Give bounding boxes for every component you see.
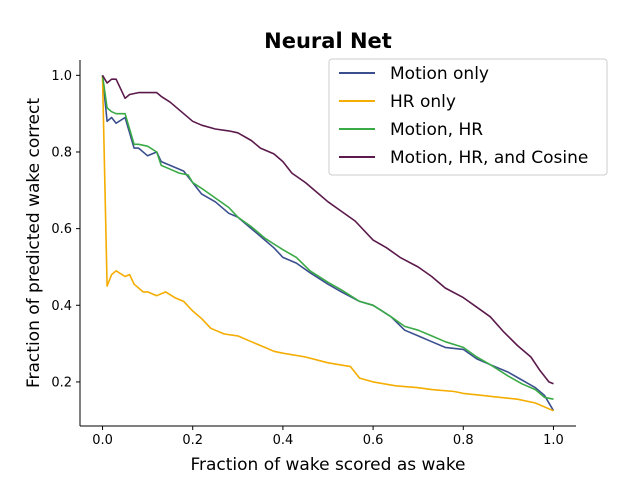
- series-line-4: [101, 74, 554, 385]
- x-tick-label: 0.2: [182, 433, 203, 448]
- series-line-2: [101, 75, 554, 412]
- series-line-3: [101, 75, 554, 400]
- series-line-1: [101, 75, 555, 412]
- legend-label-2: HR only: [390, 92, 456, 112]
- y-tick-label: 0.6: [51, 222, 72, 237]
- legend-label-4: Motion, HR, and Cosine: [390, 148, 588, 168]
- y-tick-label: 0.2: [51, 375, 72, 390]
- legend: Motion only HR only Motion, HR Motion, HR, …: [328, 58, 608, 176]
- x-tick-label: 0.4: [273, 433, 294, 448]
- axis-ticks: 0.0 0.2 0.4 0.6 0.8 1.0 0.2 0.4 0.6 0.8 1.0: [51, 69, 563, 448]
- x-tick-label: 0.0: [92, 433, 113, 448]
- legend-frame: [328, 58, 608, 176]
- y-tick-label: 0.4: [51, 299, 72, 314]
- y-tick-label: 1.0: [51, 69, 72, 84]
- x-tick-label: 1.0: [543, 433, 564, 448]
- legend-label-3: Motion, HR: [390, 120, 483, 140]
- plot-area: [101, 74, 555, 412]
- chart-title: Neural Net: [264, 29, 392, 53]
- x-axis-label: Fraction of wake scored as wake: [190, 455, 465, 475]
- y-axis-label: Fraction of predicted wake correct: [24, 98, 44, 388]
- x-tick-label: 0.6: [363, 433, 384, 448]
- y-tick-label: 0.8: [51, 145, 72, 160]
- x-tick-label: 0.8: [453, 433, 474, 448]
- legend-label-1: Motion only: [390, 64, 489, 84]
